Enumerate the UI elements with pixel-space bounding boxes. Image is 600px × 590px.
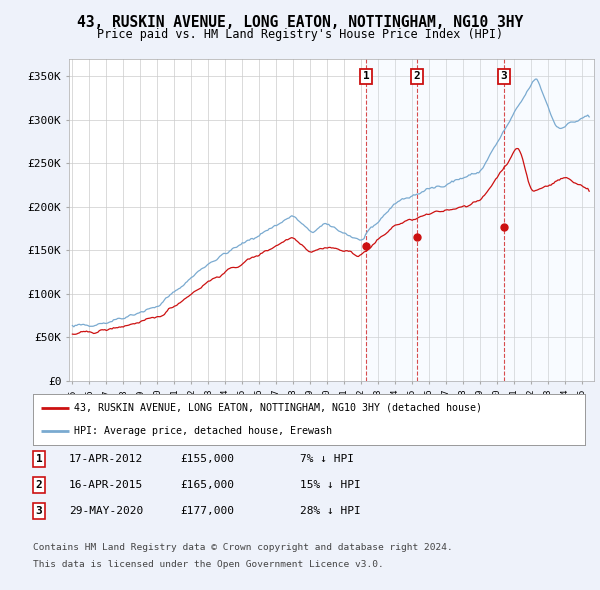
Text: 7% ↓ HPI: 7% ↓ HPI	[300, 454, 354, 464]
Text: 2: 2	[414, 71, 421, 81]
Text: £155,000: £155,000	[180, 454, 234, 464]
Text: 16-APR-2015: 16-APR-2015	[69, 480, 143, 490]
Bar	[366, 59, 600, 381]
Text: 2: 2	[35, 480, 43, 490]
Text: Price paid vs. HM Land Registry's House Price Index (HPI): Price paid vs. HM Land Registry's House …	[97, 28, 503, 41]
Text: £165,000: £165,000	[180, 480, 234, 490]
Text: 28% ↓ HPI: 28% ↓ HPI	[300, 506, 361, 516]
Text: £177,000: £177,000	[180, 506, 234, 516]
Text: 3: 3	[35, 506, 43, 516]
Text: This data is licensed under the Open Government Licence v3.0.: This data is licensed under the Open Gov…	[33, 559, 384, 569]
Text: 43, RUSKIN AVENUE, LONG EATON, NOTTINGHAM, NG10 3HY: 43, RUSKIN AVENUE, LONG EATON, NOTTINGHA…	[77, 15, 523, 30]
Text: 15% ↓ HPI: 15% ↓ HPI	[300, 480, 361, 490]
Text: HPI: Average price, detached house, Erewash: HPI: Average price, detached house, Erew…	[74, 427, 332, 437]
Text: 1: 1	[35, 454, 43, 464]
Text: 1: 1	[363, 71, 370, 81]
Text: 43, RUSKIN AVENUE, LONG EATON, NOTTINGHAM, NG10 3HY (detached house): 43, RUSKIN AVENUE, LONG EATON, NOTTINGHA…	[74, 402, 482, 412]
Text: 29-MAY-2020: 29-MAY-2020	[69, 506, 143, 516]
Text: 3: 3	[501, 71, 508, 81]
Text: Contains HM Land Registry data © Crown copyright and database right 2024.: Contains HM Land Registry data © Crown c…	[33, 543, 453, 552]
Text: 17-APR-2012: 17-APR-2012	[69, 454, 143, 464]
